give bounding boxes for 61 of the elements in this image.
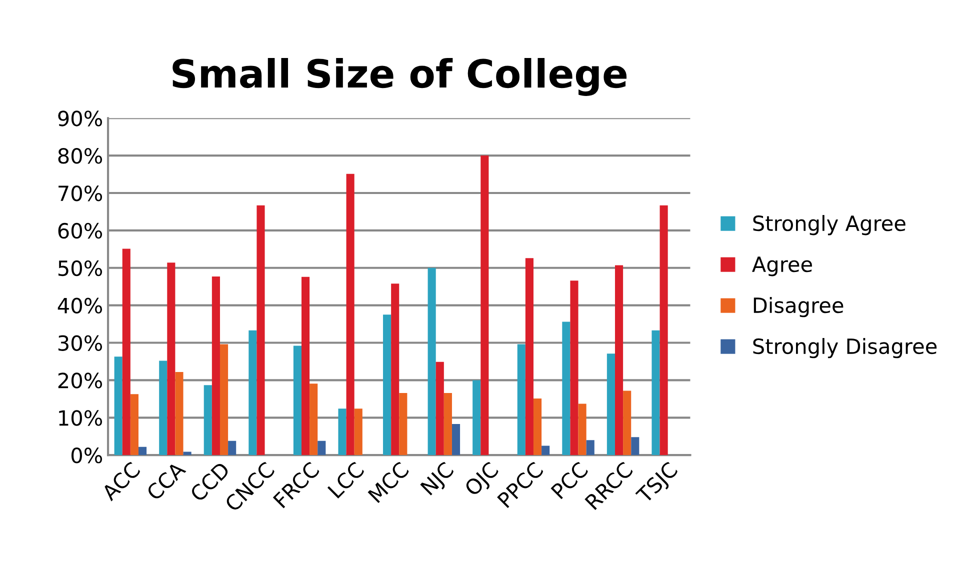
bar — [228, 440, 236, 456]
bar — [293, 346, 302, 456]
legend-label: Disagree — [754, 297, 844, 318]
bar — [533, 398, 542, 456]
bar — [428, 268, 436, 456]
bar — [517, 344, 526, 456]
bar — [525, 258, 534, 456]
bar — [660, 205, 668, 456]
bar — [338, 408, 346, 456]
bar — [391, 284, 400, 456]
y-tick-label: 30% — [58, 335, 102, 351]
y-tick-label: 90% — [58, 110, 102, 126]
y-tick-label: 50% — [58, 260, 102, 276]
bar — [383, 314, 392, 456]
legend-label: Strongly Disagree — [753, 338, 937, 358]
bar — [480, 156, 489, 456]
bar — [542, 446, 550, 456]
bar — [562, 322, 570, 456]
bar — [614, 265, 624, 456]
bar — [167, 262, 176, 456]
legend-label: Agree — [752, 256, 812, 276]
bar — [606, 354, 615, 456]
bar — [130, 394, 138, 456]
y-tick-label: 20% — [58, 372, 102, 388]
y-tick-label: 40% — [58, 298, 102, 314]
bar — [175, 372, 184, 456]
bar — [122, 248, 130, 456]
bar — [138, 446, 147, 456]
x-tick-label: NJC — [420, 461, 458, 498]
bar — [302, 276, 310, 456]
bar — [114, 356, 122, 456]
bar — [578, 404, 586, 456]
bar — [212, 276, 220, 456]
bar — [204, 385, 212, 456]
bar — [183, 452, 192, 456]
y-tick-label: 60% — [58, 222, 102, 239]
bar — [346, 174, 354, 456]
bar — [452, 424, 460, 456]
y-tick-label: 70% — [58, 185, 102, 202]
bar — [354, 408, 362, 456]
bar — [623, 390, 632, 456]
bar — [399, 392, 408, 456]
bar — [444, 392, 452, 456]
bar — [436, 362, 444, 456]
x-tick-label: CCA — [146, 460, 186, 502]
legend-label: Strongly Agree — [753, 215, 906, 236]
bar — [318, 440, 326, 456]
bar — [631, 437, 640, 456]
bar — [310, 384, 318, 456]
bar — [248, 330, 257, 456]
bar — [652, 330, 660, 456]
bar — [159, 360, 168, 456]
y-tick-label: 80% — [58, 148, 102, 164]
bar — [586, 440, 594, 456]
chart-title: Small Size of College — [172, 58, 627, 96]
y-tick-label: 0% — [71, 448, 102, 464]
bar — [256, 205, 265, 456]
bar — [570, 280, 578, 456]
y-tick-label: 10% — [59, 410, 102, 426]
bar — [472, 380, 481, 456]
bar — [220, 344, 228, 456]
